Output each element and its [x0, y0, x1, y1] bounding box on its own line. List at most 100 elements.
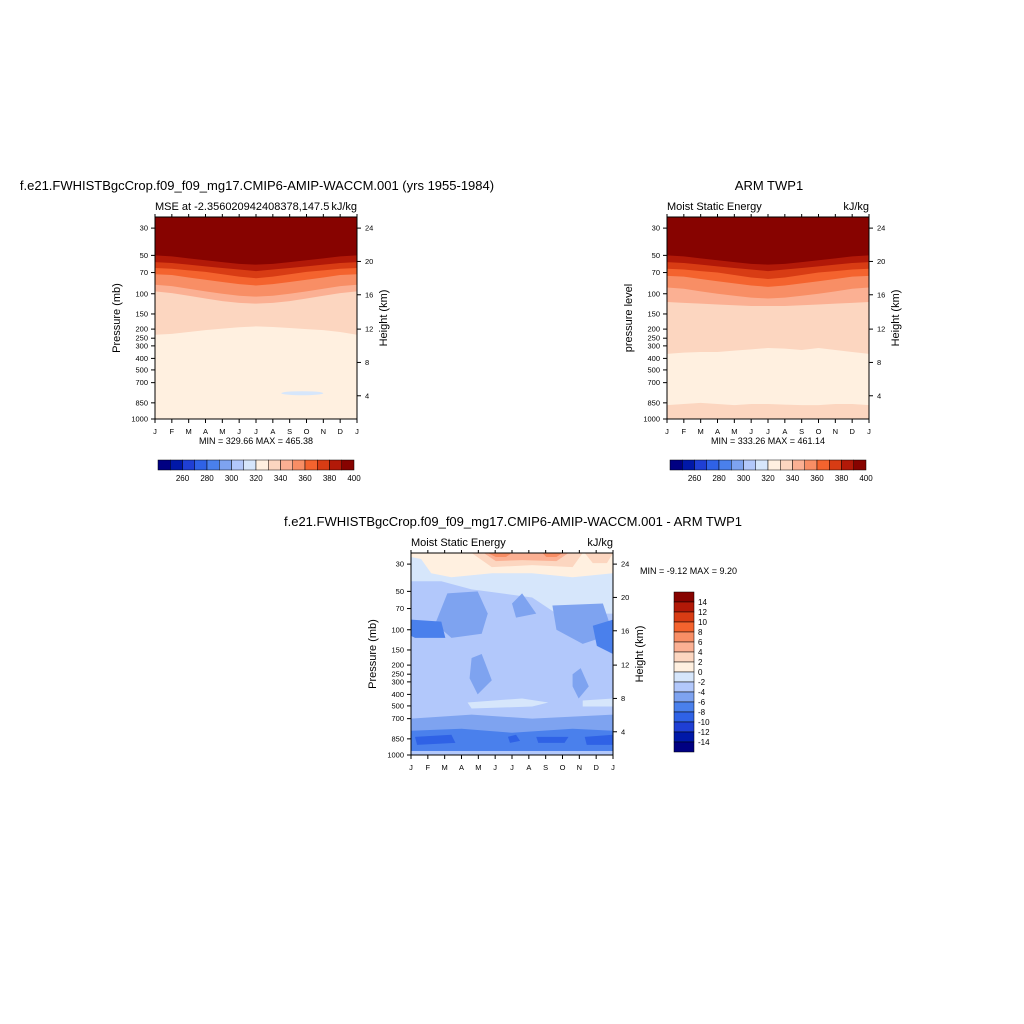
colorbar-swatch [673, 741, 695, 753]
x-tick-label: D [849, 427, 855, 436]
contour-band [411, 750, 613, 755]
colorbar-swatch [292, 459, 306, 471]
y-tick-label: 70 [396, 604, 404, 613]
chart-panel-3: f.e21.FWHISTBgcCrop.f09_f09_mg17.CMIP6-A… [284, 514, 742, 772]
y2-tick-label: 12 [877, 325, 885, 334]
chart-subtitle-left: Moist Static Energy [411, 537, 506, 549]
y2-tick-label: 20 [365, 257, 373, 266]
colorbar-swatch [673, 701, 695, 713]
x-tick-label: F [170, 427, 175, 436]
y2-tick-label: 24 [877, 224, 885, 233]
contour-band [582, 698, 613, 707]
y2-tick-label: 24 [621, 560, 629, 569]
x-tick-label: J [749, 427, 753, 436]
x-tick-label: J [493, 763, 497, 772]
min-max-stats: MIN = 329.66 MAX = 465.38 [199, 436, 313, 446]
x-tick-label: A [203, 427, 208, 436]
colorbar-swatch [157, 459, 171, 471]
colorbar-swatch [673, 721, 695, 733]
colorbar-swatch [673, 591, 695, 603]
y2-tick-label: 20 [877, 257, 885, 266]
x-tick-label: M [731, 427, 737, 436]
colorbar-swatch [673, 631, 695, 643]
y2-tick-label: 8 [365, 358, 369, 367]
colorbar-label: 320 [249, 474, 263, 483]
colorbar-label: 8 [698, 628, 703, 637]
colorbar-label: 400 [859, 474, 873, 483]
chart-title: ARM TWP1 [735, 178, 803, 193]
y2-tick-label: 8 [877, 358, 881, 367]
chart-panel-2: ARM TWP1 Moist Static Energy kJ/kg J F M A M J J A… [623, 178, 902, 483]
contour-band [572, 668, 589, 699]
y-tick-label: 200 [391, 661, 404, 670]
colorbar-swatch [219, 459, 232, 471]
y2-tick-label: 4 [621, 727, 625, 736]
contour-band [487, 553, 512, 558]
colorbar-label: 400 [347, 474, 361, 483]
colorbar-swatch [194, 459, 208, 471]
colorbar-swatch [304, 459, 318, 471]
x-tick-label: A [270, 427, 275, 436]
colorbar-label: 360 [810, 474, 824, 483]
x-tick-label: A [526, 763, 531, 772]
y-tick-label: 30 [396, 560, 404, 569]
colorbar-label: -12 [698, 728, 710, 737]
x-tick-label: A [459, 763, 464, 772]
y-axis-label: Pressure (mb) [111, 283, 123, 353]
y-tick-label: 500 [135, 365, 148, 374]
colorbar-label: 360 [298, 474, 312, 483]
x-tick-label: M [698, 427, 704, 436]
contour-band [435, 591, 488, 638]
y-tick-label: 700 [135, 378, 148, 387]
y2-axis-label: Height (km) [378, 290, 390, 347]
colorbar-label: 380 [835, 474, 849, 483]
x-tick-label: J [237, 427, 241, 436]
colorbar-swatch [743, 459, 756, 471]
colorbar-label: 260 [688, 474, 702, 483]
colorbar-label: 300 [225, 474, 239, 483]
x-tick-label: N [577, 763, 582, 772]
colorbar-swatch [694, 459, 707, 471]
x-tick-label: A [782, 427, 787, 436]
y-tick-label: 1000 [643, 415, 660, 424]
colorbar-swatch [673, 611, 695, 623]
y2-tick-label: 20 [621, 593, 629, 602]
x-tick-label: N [321, 427, 326, 436]
colorbar-label: -4 [698, 688, 706, 697]
colorbar-label: -2 [698, 678, 706, 687]
colorbar-swatch [206, 459, 220, 471]
x-tick-label: M [219, 427, 225, 436]
colorbar-swatch [673, 731, 695, 743]
colorbar-swatch [755, 459, 769, 471]
y-tick-label: 100 [391, 625, 404, 634]
x-tick-label: F [682, 427, 687, 436]
y-axis-label: pressure level [623, 284, 635, 352]
colorbar-label: 2 [698, 658, 703, 667]
contour-band [411, 619, 446, 638]
colorbar-swatch [673, 661, 695, 673]
contour-band [542, 553, 563, 558]
x-tick-label: D [593, 763, 599, 772]
y-tick-label: 50 [396, 587, 404, 596]
x-tick-label: N [833, 427, 838, 436]
y-tick-label: 850 [391, 734, 404, 743]
y2-tick-label: 16 [365, 290, 373, 299]
y-tick-label: 300 [647, 341, 660, 350]
contour-band [469, 654, 492, 695]
x-tick-label: M [442, 763, 448, 772]
y-tick-label: 250 [647, 334, 660, 343]
chart-title: f.e21.FWHISTBgcCrop.f09_f09_mg17.CMIP6-A… [20, 178, 494, 193]
colorbar-label: 380 [323, 474, 337, 483]
contour-field [155, 217, 357, 419]
colorbar-swatch [731, 459, 744, 471]
y2-tick-label: 16 [877, 290, 885, 299]
colorbar-label: 260 [176, 474, 190, 483]
x-tick-label: F [426, 763, 431, 772]
x-tick-label: O [560, 763, 566, 772]
colorbar-label: 4 [698, 648, 703, 657]
y-tick-label: 400 [391, 690, 404, 699]
colorbar-label: 0 [698, 668, 703, 677]
colorbar-swatch [816, 459, 830, 471]
x-tick-label: O [816, 427, 822, 436]
